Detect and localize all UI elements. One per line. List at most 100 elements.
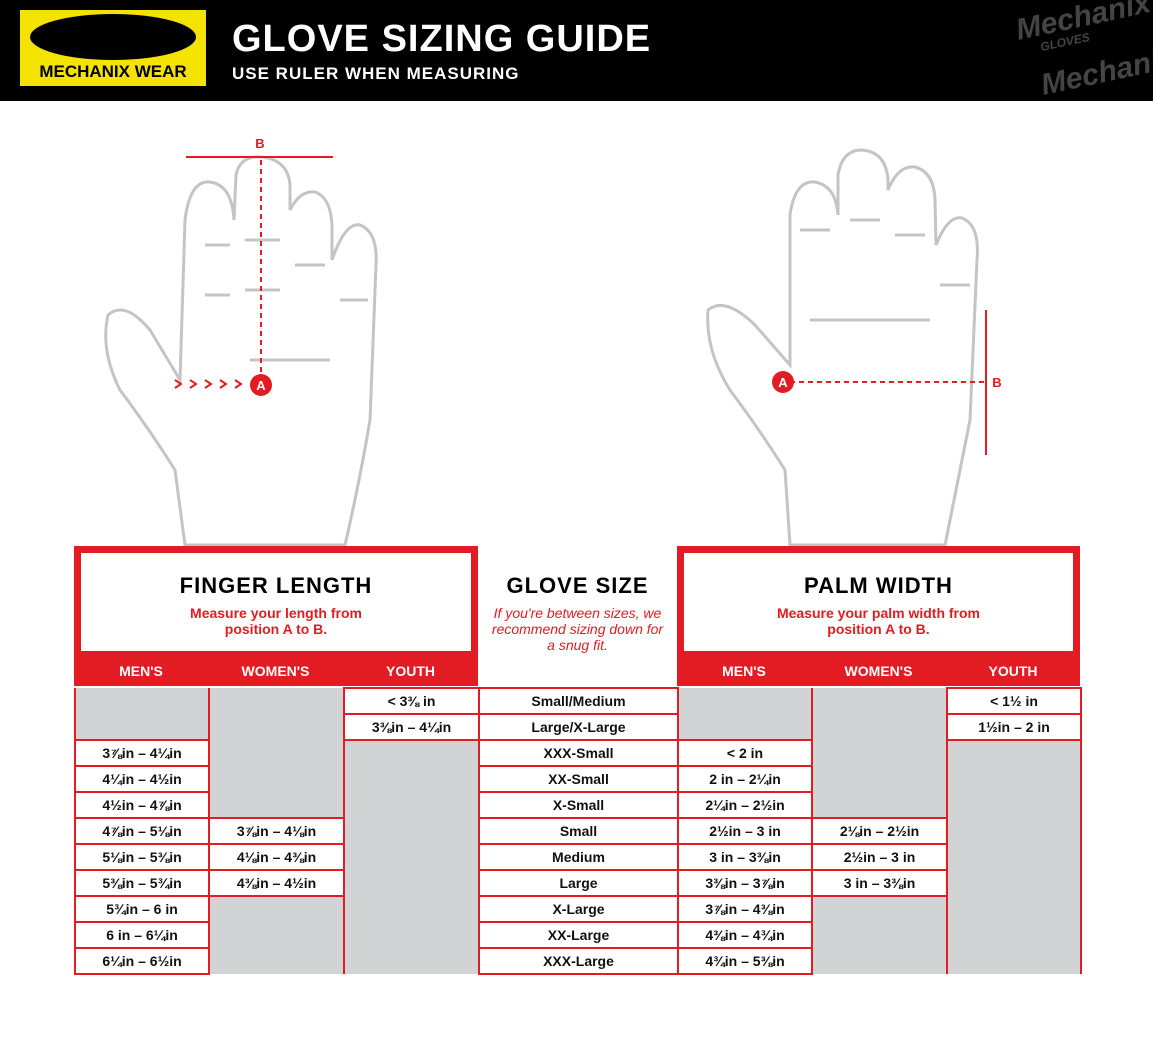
column-header: YOUTH bbox=[343, 656, 478, 686]
empty-cell bbox=[946, 922, 1082, 948]
size-cell: XX-Large bbox=[478, 921, 679, 949]
empty-cell bbox=[208, 740, 345, 766]
empty-cell bbox=[208, 792, 345, 818]
size-cell: XX-Small bbox=[478, 765, 679, 793]
empty-cell bbox=[946, 896, 1082, 922]
title: GLOVE SIZING GUIDE bbox=[232, 18, 652, 60]
label: B bbox=[992, 375, 1001, 390]
palm-panel: PALM WIDTH Measure your palm width from … bbox=[677, 546, 1080, 658]
empty-cell bbox=[208, 766, 345, 792]
table-row: 6 in – 6¼in XX-Large 4⅜in – 4¾in bbox=[74, 921, 1082, 949]
table-row: 5⅜in – 5¾in 4⅜in – 4½in Large 3⅜in – 3⅞in 3 … bbox=[74, 869, 1082, 897]
measure-cell: 5⅛in – 5⅜in bbox=[74, 843, 210, 871]
logo-text: MECHANIX WEAR bbox=[39, 62, 187, 81]
table-row: < 3⅜ in Small/Medium < 1½ in bbox=[74, 687, 1082, 715]
measure-cell: < 1½ in bbox=[946, 687, 1082, 715]
empty-cell bbox=[343, 818, 480, 844]
panel-title: PALM WIDTH bbox=[804, 573, 953, 598]
measure-cell: 5⅜in – 5¾in bbox=[74, 869, 210, 897]
empty-cell bbox=[74, 688, 210, 714]
measure-cell: 3⅞in – 4⅜in bbox=[677, 895, 813, 923]
empty-cell bbox=[946, 844, 1082, 870]
size-cell: X-Large bbox=[478, 895, 679, 923]
column-header: MEN'S bbox=[677, 656, 811, 686]
measure-cell: 3 in – 3⅜in bbox=[677, 843, 813, 871]
measure-cell: 3 in – 3⅜in bbox=[811, 869, 948, 897]
measure-cell: 2 in – 2¼in bbox=[677, 765, 813, 793]
empty-cell bbox=[343, 740, 480, 766]
empty-cell bbox=[343, 792, 480, 818]
empty-cell bbox=[811, 714, 948, 740]
size-table: < 3⅜ in Small/Medium < 1½ in 3⅜in – 4¼in Lar… bbox=[74, 687, 1082, 975]
column-header: MEN'S bbox=[74, 656, 208, 686]
measure-cell: 4¼in – 4½in bbox=[74, 765, 210, 793]
size-cell: Medium bbox=[478, 843, 679, 871]
measure-cell: 4⅛in – 4⅜in bbox=[208, 843, 345, 871]
measure-cell: 2½in – 3 in bbox=[811, 843, 948, 871]
size-cell: Small bbox=[478, 817, 679, 845]
empty-cell bbox=[677, 688, 813, 714]
empty-cell bbox=[946, 792, 1082, 818]
empty-cell bbox=[208, 688, 345, 714]
empty-cell bbox=[946, 948, 1082, 974]
empty-cell bbox=[811, 922, 948, 948]
empty-cell bbox=[946, 766, 1082, 792]
empty-cell bbox=[811, 948, 948, 974]
empty-cell bbox=[343, 844, 480, 870]
label: B bbox=[255, 136, 264, 151]
header: MECHANIX WEAR GLOVE SIZING GUIDE USE RUL… bbox=[0, 0, 1153, 102]
size-cell: XXX-Large bbox=[478, 947, 679, 975]
finger-panel: FINGER LENGTH Measure your length from p… bbox=[74, 546, 478, 658]
table-row: 6¼in – 6½in XXX-Large 4¾in – 5⅜in bbox=[74, 947, 1082, 975]
measure-cell: 3⅜in – 3⅞in bbox=[677, 869, 813, 897]
empty-cell bbox=[343, 870, 480, 896]
size-cell: X-Small bbox=[478, 791, 679, 819]
measure-cell: 4⅞in – 5⅛in bbox=[74, 817, 210, 845]
measure-cell: 6 in – 6¼in bbox=[74, 921, 210, 949]
measure-cell: 5¾in – 6 in bbox=[74, 895, 210, 923]
measure-cell: 4½in – 4⅞in bbox=[74, 791, 210, 819]
panel-title: FINGER LENGTH bbox=[179, 573, 373, 598]
table-row: 3⅜in – 4¼in Large/X-Large 1½in – 2 in bbox=[74, 713, 1082, 741]
column-header: WOMEN'S bbox=[811, 656, 946, 686]
table-row: 4¼in – 4½in XX-Small 2 in – 2¼in bbox=[74, 765, 1082, 793]
size-cell: Small/Medium bbox=[478, 687, 679, 715]
empty-cell bbox=[946, 870, 1082, 896]
measure-cell: < 3⅜ in bbox=[343, 687, 480, 715]
measure-cell: 3⅜in – 4¼in bbox=[343, 713, 480, 741]
empty-cell bbox=[74, 714, 210, 740]
empty-cell bbox=[811, 896, 948, 922]
empty-cell bbox=[946, 818, 1082, 844]
empty-cell bbox=[343, 896, 480, 922]
hand-diagrams: B A A B bbox=[104, 136, 1002, 547]
empty-cell bbox=[811, 766, 948, 792]
measure-cell: 4¾in – 5⅜in bbox=[677, 947, 813, 975]
empty-cell bbox=[208, 922, 345, 948]
measure-cell: 3⅞in – 4⅛in bbox=[208, 817, 345, 845]
measure-cell: 2¼in – 2½in bbox=[677, 791, 813, 819]
measure-cell: 1½in – 2 in bbox=[946, 713, 1082, 741]
table-row: 5¾in – 6 in X-Large 3⅞in – 4⅜in bbox=[74, 895, 1082, 923]
size-cell: Large/X-Large bbox=[478, 713, 679, 741]
empty-cell bbox=[946, 740, 1082, 766]
table-row: 4½in – 4⅞in X-Small 2¼in – 2½in bbox=[74, 791, 1082, 819]
column-header: YOUTH bbox=[946, 656, 1080, 686]
measure-cell: 4⅜in – 4½in bbox=[208, 869, 345, 897]
empty-cell bbox=[677, 714, 813, 740]
label: A bbox=[778, 375, 788, 390]
measure-cell: 2½in – 3 in bbox=[677, 817, 813, 845]
panel-note: Measure your length from position A to B… bbox=[190, 605, 362, 637]
measure-cell: < 2 in bbox=[677, 739, 813, 767]
measure-cell: 4⅜in – 4¾in bbox=[677, 921, 813, 949]
panel-note: Measure your palm width from position A … bbox=[776, 605, 981, 637]
empty-cell bbox=[208, 948, 345, 974]
subtitle: USE RULER WHEN MEASURING bbox=[232, 64, 520, 83]
empty-cell bbox=[343, 766, 480, 792]
measure-cell: 6¼in – 6½in bbox=[74, 947, 210, 975]
size-panel: GLOVE SIZE If you're between sizes, we r… bbox=[478, 546, 677, 653]
column-header: WOMEN'S bbox=[208, 656, 343, 686]
panel-note: If you're between sizes, we recommend si… bbox=[491, 605, 664, 653]
empty-cell bbox=[343, 948, 480, 974]
panel-title: GLOVE SIZE bbox=[506, 573, 649, 598]
table-row: 3⅞in – 4¼in XXX-Small < 2 in bbox=[74, 739, 1082, 767]
